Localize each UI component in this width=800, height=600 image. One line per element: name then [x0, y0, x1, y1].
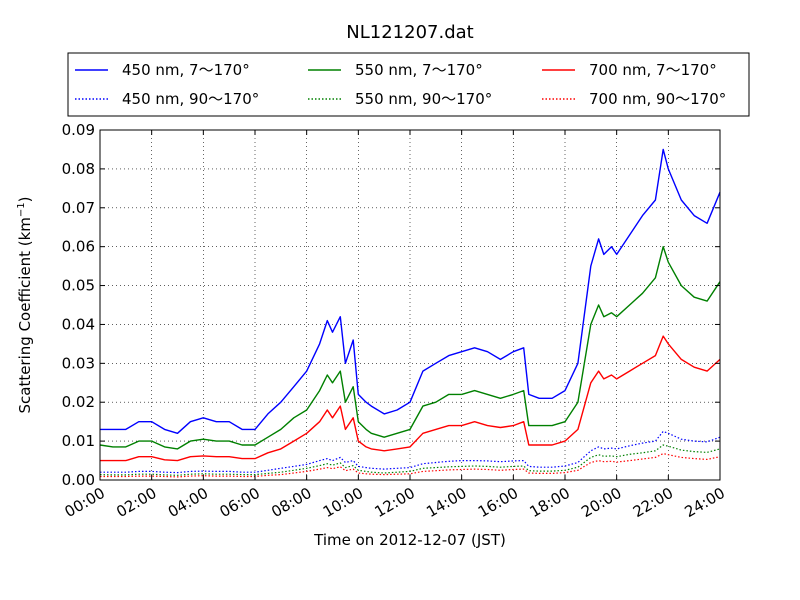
y-tick-label: 0.09	[62, 121, 95, 139]
y-tick-label: 0.01	[62, 432, 95, 450]
series-line	[99, 444, 721, 476]
series-line	[100, 335, 721, 462]
y-tick-label: 0.05	[62, 277, 95, 295]
series-line	[100, 430, 721, 474]
y-tick-label: 0.06	[62, 238, 95, 256]
legend: 450 nm, 7～170° 450 nm, 90～170° 550 nm, 7～1…	[67, 52, 750, 117]
y-tick-label: 0.08	[62, 160, 95, 178]
y-tick-label: 0.07	[62, 199, 95, 217]
y-tick-label: 0.04	[62, 315, 95, 333]
x-axis-label: Time on 2012-12-07 (JST)	[313, 531, 506, 549]
y-tick-label: 0.03	[62, 354, 95, 372]
y-axis-label-sup: −1	[16, 202, 27, 217]
y-axis-label-end: )	[16, 196, 34, 202]
legend-label: 700 nm, 90～170°	[589, 90, 726, 108]
y-tick-label: 0.02	[62, 393, 95, 411]
series-line	[99, 245, 721, 450]
legend-label: 550 nm, 7～170°	[355, 61, 483, 79]
y-axis-label: Scattering Coefficient (km−1)	[16, 196, 34, 413]
y-axis-label-main: Scattering Coefficient (km	[16, 217, 34, 413]
series-layer	[99, 148, 721, 478]
series-line	[100, 148, 721, 434]
legend-label: 700 nm, 7～170°	[589, 61, 717, 79]
y-tick-label: 0.00	[62, 471, 95, 489]
grid	[100, 130, 720, 480]
legend-label: 450 nm, 7～170°	[122, 61, 250, 79]
legend-box	[67, 52, 750, 117]
legend-label: 450 nm, 90～170°	[122, 90, 259, 108]
chart-title: NL121207.dat	[346, 22, 473, 43]
legend-label: 550 nm, 90～170°	[355, 90, 492, 108]
